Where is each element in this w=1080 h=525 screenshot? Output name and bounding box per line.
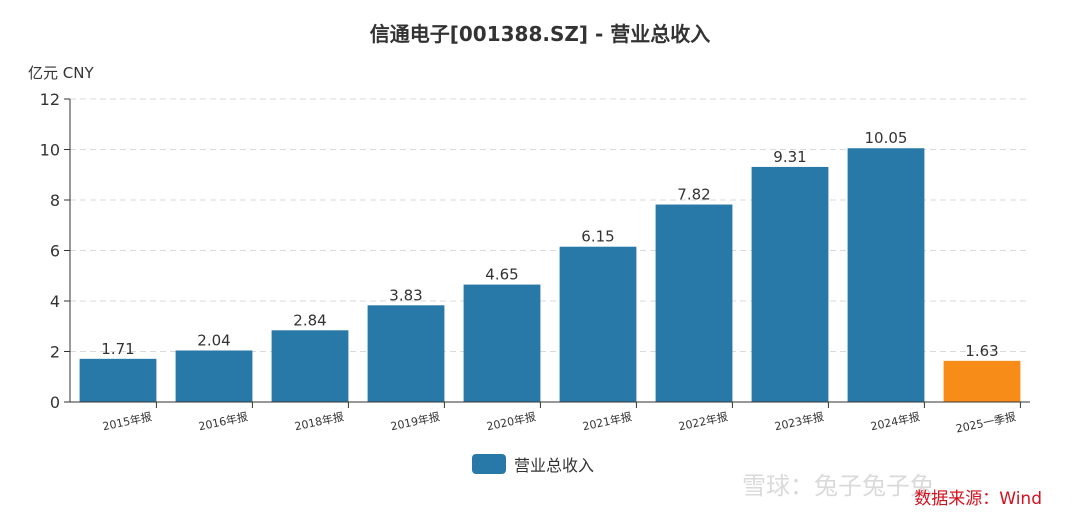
data-label: 6.15 — [581, 228, 614, 246]
y-tick-label: 8 — [50, 191, 60, 210]
x-tick-label: 2023年报 — [773, 409, 825, 433]
y-tick-label: 6 — [50, 242, 60, 261]
data-label: 10.05 — [865, 129, 908, 147]
data-label: 1.63 — [965, 342, 998, 360]
data-label: 9.31 — [773, 148, 806, 166]
data-labels: 1.71 2.04 2.84 3.83 4.65 6.15 7.82 9.31 10.05 1.6… — [101, 129, 998, 360]
bar — [79, 358, 157, 402]
bar — [175, 350, 253, 402]
y-tick-label: 0 — [50, 393, 60, 412]
data-label: 2.84 — [293, 311, 326, 329]
chart-title: 信通电子[001388.SZ] - 营业总收入 — [369, 22, 711, 46]
y-tick-label: 12 — [40, 90, 60, 109]
x-tick-label: 2018年报 — [293, 409, 345, 433]
bar — [847, 148, 925, 402]
data-label: 1.71 — [101, 340, 134, 358]
bars — [79, 148, 1021, 402]
y-tick-label: 2 — [50, 343, 60, 362]
y-axis-unit-label: 亿元 CNY — [28, 64, 94, 82]
x-tick-label: 2022年报 — [677, 409, 729, 433]
data-label: 7.82 — [677, 186, 710, 204]
bar — [559, 246, 637, 402]
legend-swatch — [472, 454, 506, 474]
bar — [655, 204, 733, 402]
data-label: 4.65 — [485, 266, 518, 284]
x-tick-label: 2019年报 — [389, 409, 441, 433]
data-label: 2.04 — [197, 331, 230, 349]
bar — [943, 360, 1021, 402]
bar — [751, 166, 829, 402]
x-axis: 2015年报 2016年报 2018年报 2019年报 2020年报 2021年报 2022… — [70, 401, 1030, 436]
data-source: 数据来源：Wind — [914, 489, 1042, 509]
watermark: 雪球：兔子兔子兔 — [742, 472, 934, 500]
y-axis: 0 2 4 6 8 10 12 — [40, 90, 71, 412]
legend-label: 营业总收入 — [514, 456, 595, 475]
x-tick-label: 2024年报 — [869, 409, 921, 433]
x-tick-label: 2020年报 — [485, 409, 537, 433]
y-tick-label: 4 — [50, 292, 60, 311]
bar — [271, 330, 349, 402]
bar — [463, 284, 541, 402]
data-label: 3.83 — [389, 286, 422, 304]
y-tick-label: 10 — [40, 141, 60, 160]
legend: 营业总收入 — [472, 452, 594, 476]
bar — [367, 305, 445, 402]
x-tick-label: 2021年报 — [581, 409, 633, 433]
x-tick-label: 2016年报 — [197, 409, 249, 433]
x-tick-label: 2025一季报 — [954, 409, 1017, 435]
x-tick-label: 2015年报 — [101, 409, 153, 433]
